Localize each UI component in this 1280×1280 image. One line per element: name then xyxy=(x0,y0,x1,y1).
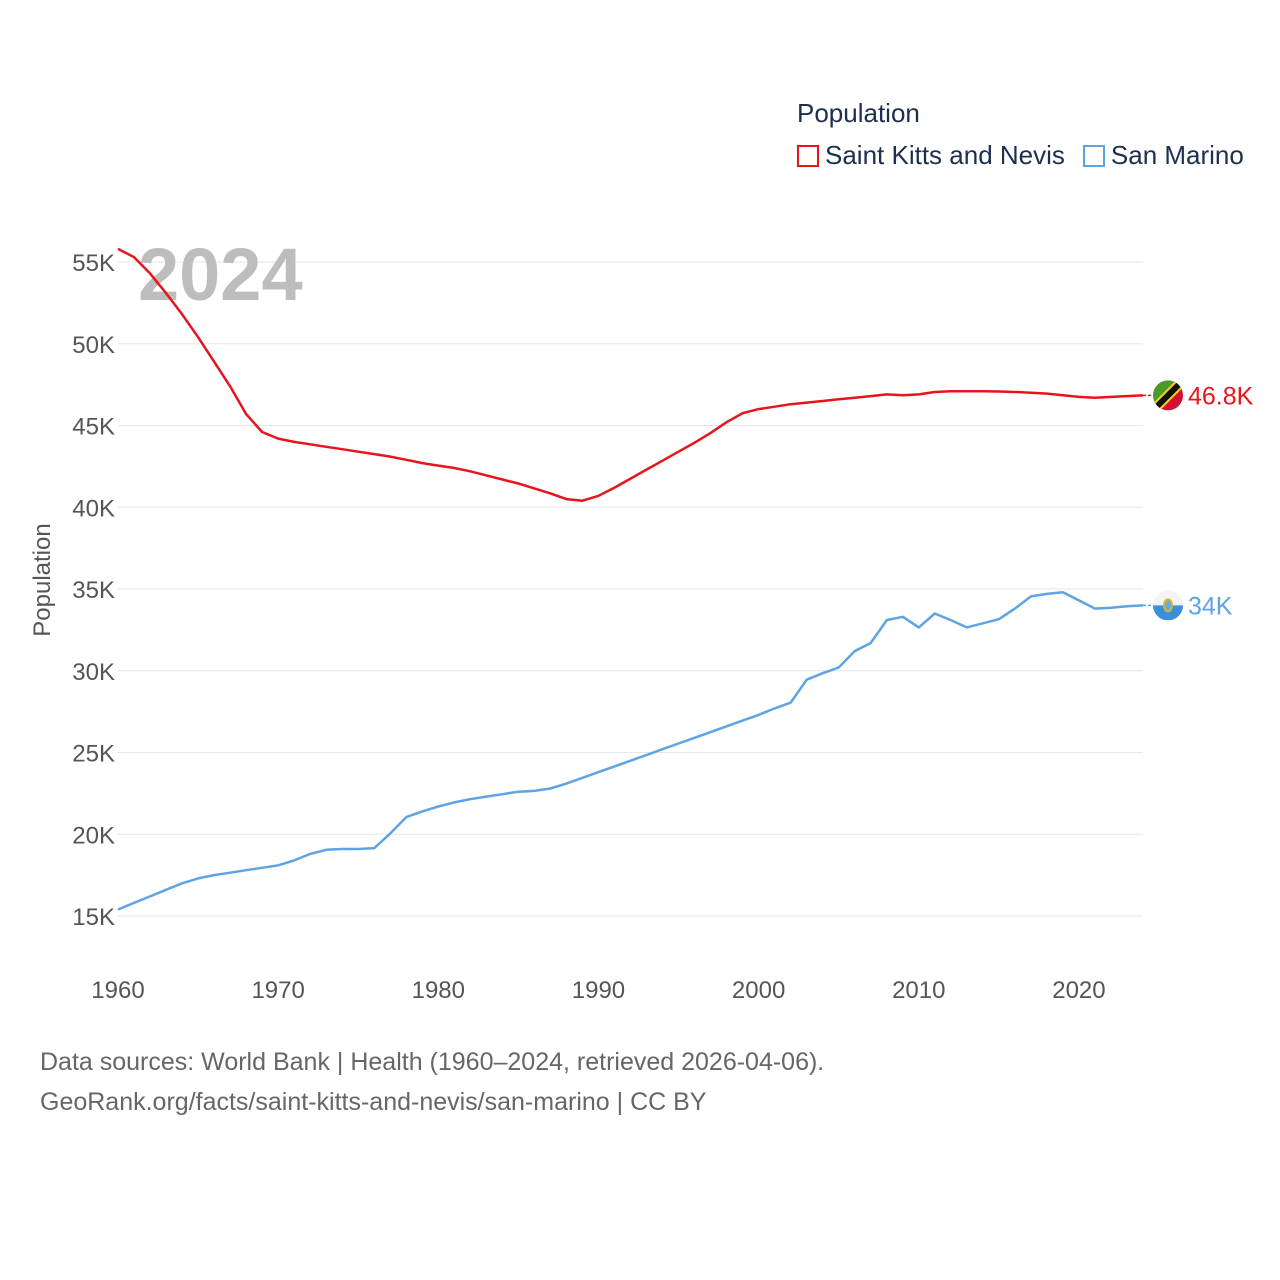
y-tick-label: 20K xyxy=(72,822,115,849)
y-tick-label: 40K xyxy=(72,495,115,522)
x-tick-label: 1960 xyxy=(91,977,144,1004)
legend-label-saint-kitts-and-nevis: Saint Kitts and Nevis xyxy=(825,140,1065,170)
end-value-label-san-marino: 34K xyxy=(1188,592,1233,620)
year-label: 2024 xyxy=(138,233,303,316)
legend-item-saint-kitts-and-nevis[interactable]: Saint Kitts and Nevis xyxy=(797,140,1065,171)
legend-item-san-marino[interactable]: San Marino xyxy=(1082,140,1244,171)
y-tick-label: 50K xyxy=(72,332,115,359)
y-tick-label: 45K xyxy=(72,414,115,441)
y-axis-label: Population xyxy=(29,523,56,636)
source-line-1: Data sources: World Bank | Health (1960–… xyxy=(40,1048,825,1076)
saint-kitts-and-nevis-flag-icon xyxy=(1153,380,1183,411)
y-tick-label: 15K xyxy=(72,904,115,931)
series-line-san-marino xyxy=(117,591,1144,911)
legend-title: Population xyxy=(797,98,920,128)
end-value-label-saint-kitts-and-nevis: 46.8K xyxy=(1188,382,1254,410)
x-tick-label: 2000 xyxy=(732,977,785,1004)
x-tick-label: 1990 xyxy=(572,977,625,1004)
y-tick-label: 35K xyxy=(72,577,115,604)
y-tick-label: 25K xyxy=(72,741,115,768)
x-tick-label: 2010 xyxy=(892,977,945,1004)
legend-label-san-marino: San Marino xyxy=(1110,140,1244,170)
san-marino-flag-icon xyxy=(1153,590,1183,621)
y-tick-label: 30K xyxy=(72,659,115,686)
x-tick-label: 2020 xyxy=(1052,977,1105,1004)
legend-swatch-san-marino xyxy=(1082,144,1105,167)
y-tick-label: 55K xyxy=(72,250,115,277)
legend: Saint Kitts and Nevis San Marino xyxy=(797,140,1262,171)
x-tick-label: 1970 xyxy=(251,977,304,1004)
series-line-saint-kitts-and-nevis xyxy=(117,247,1144,502)
source-line-2[interactable]: GeoRank.org/facts/saint-kitts-and-nevis/… xyxy=(40,1088,707,1116)
data-source-note: Data sources: World Bank | Health (1960–… xyxy=(40,1042,824,1122)
x-tick-label: 1980 xyxy=(412,977,465,1004)
legend-swatch-saint-kitts-and-nevis xyxy=(797,144,819,167)
